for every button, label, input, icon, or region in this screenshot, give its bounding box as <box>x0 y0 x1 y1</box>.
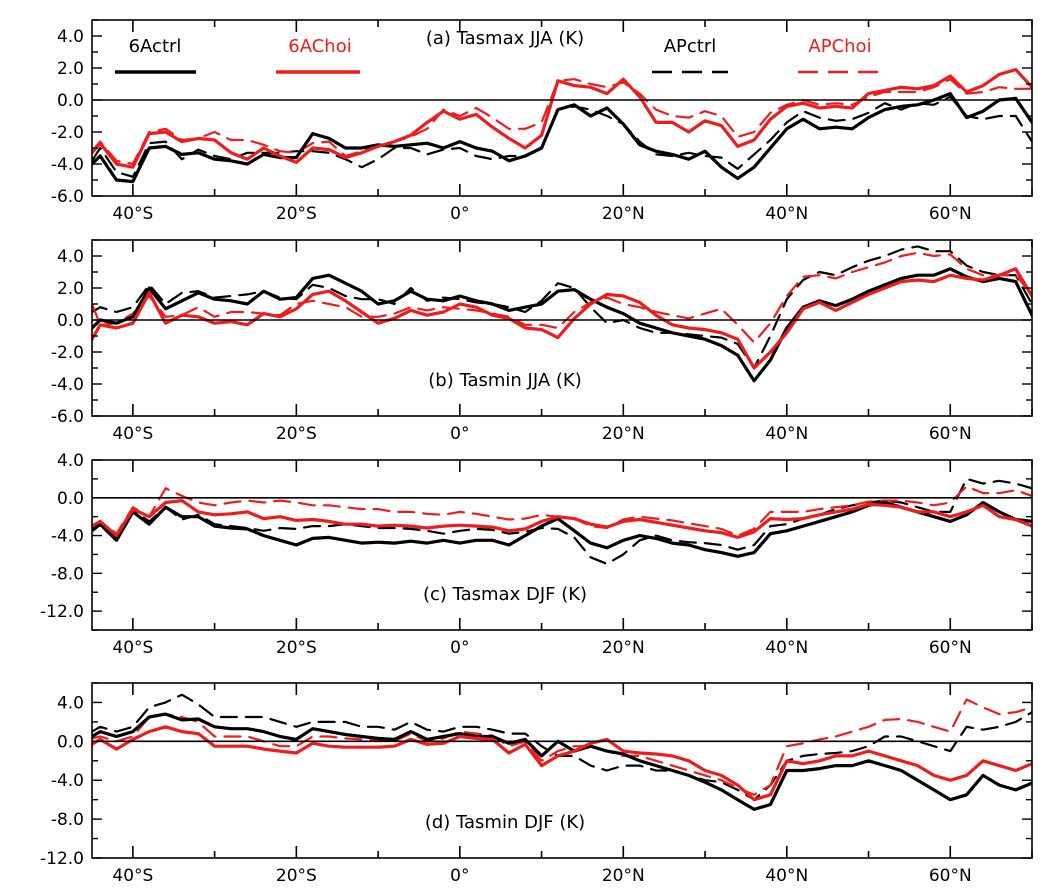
panel-title: (d) Tasmin DJF (K) <box>425 812 585 833</box>
x-tick-label: 20°N <box>602 424 645 444</box>
series-line-6AChoi <box>92 67 1032 169</box>
x-tick-label: 40°S <box>112 866 153 886</box>
y-tick-label: 4.0 <box>57 247 84 267</box>
series-line-6AChoi <box>92 499 1032 540</box>
series-line-6AChoi <box>92 725 1032 802</box>
y-tick-label: -4.0 <box>51 527 84 547</box>
y-tick-label: -8.0 <box>51 810 84 830</box>
x-tick-label: 0° <box>450 424 469 444</box>
panel-title: (c) Tasmax DJF (K) <box>423 584 587 605</box>
x-tick-label: 20°N <box>602 204 645 224</box>
y-tick-label: -6.0 <box>51 407 84 427</box>
x-tick-label: 40°S <box>112 424 153 444</box>
series-line-APChoi <box>92 698 1032 796</box>
y-tick-label: -4.0 <box>51 771 84 791</box>
y-tick-label: 4.0 <box>57 451 84 471</box>
x-tick-label: 0° <box>450 638 469 658</box>
x-tick-label: 40°N <box>765 638 808 658</box>
series-group <box>92 245 1032 383</box>
x-tick-label: 40°N <box>765 424 808 444</box>
series-group <box>92 477 1032 566</box>
y-tick-label: 4.0 <box>57 693 84 713</box>
y-tick-label: -4.0 <box>51 375 84 395</box>
y-tick-label: -4.0 <box>51 155 84 175</box>
series-line-6AChoi <box>92 267 1032 370</box>
panel-c: -12.0 -8.0 -4.0 0.0 4.0 40°S 20°S 0° 20°N 40°N 60°… <box>40 451 1033 658</box>
y-tick-label: 2.0 <box>57 279 84 299</box>
y-tick-label: 0.0 <box>57 489 84 509</box>
legend-label: 6Actrl <box>129 36 182 57</box>
x-tick-label: 60°N <box>929 638 972 658</box>
plot-frame <box>91 459 1033 631</box>
x-tick-label: 20°S <box>276 424 317 444</box>
y-tick-label: -8.0 <box>51 564 84 584</box>
legend-label: 6AChoi <box>288 36 351 57</box>
x-tick-label: 20°S <box>276 866 317 886</box>
y-tick-label: -12.0 <box>40 602 84 622</box>
y-tick-label: -2.0 <box>51 123 84 143</box>
panel-title: (a) Tasmax JJA (K) <box>426 28 584 49</box>
panel-d: -12.0 -8.0 -4.0 0.0 4.0 40°S 20°S 0° 20°N 40°N 60°… <box>40 682 1033 886</box>
plot-frame <box>91 239 1033 417</box>
series-line-APctrl <box>92 245 1032 370</box>
x-tick-label: 40°S <box>112 204 153 224</box>
x-tick-label: 60°N <box>929 866 972 886</box>
y-tick-label: 0.0 <box>57 91 84 111</box>
panel-a: -6.0 -4.0 -2.0 0.0 2.0 4.0 40°S 20°S 0° 20°N 40°N 6… <box>51 19 1033 224</box>
x-tick-label: 40°N <box>765 866 808 886</box>
series-line-6Actrl <box>92 91 1032 184</box>
y-tick-label: -12.0 <box>40 849 84 869</box>
x-tick-label: 20°S <box>276 638 317 658</box>
legend-label: APctrl <box>664 36 717 57</box>
legend-label: APChoi <box>808 36 871 57</box>
x-tick-label: 60°N <box>929 204 972 224</box>
y-tick-label: -2.0 <box>51 343 84 363</box>
x-tick-label: 20°N <box>602 638 645 658</box>
y-tick-label: 0.0 <box>57 311 84 331</box>
legend-item-6Actrl: 6Actrl <box>115 36 196 74</box>
legend-group: 6Actrl 6AChoi APctrl APChoi <box>115 36 882 74</box>
x-tick-label: 20°N <box>602 866 645 886</box>
series-line-6Actrl <box>92 267 1032 383</box>
y-tick-label: -6.0 <box>51 187 84 207</box>
y-tick-label: 4.0 <box>57 27 84 47</box>
x-tick-label: 20°S <box>276 204 317 224</box>
series-line-APChoi <box>92 78 1032 166</box>
legend-item-APChoi: APChoi <box>798 36 882 74</box>
plot-frame <box>91 682 1033 859</box>
x-tick-label: 40°N <box>765 204 808 224</box>
x-tick-label: 60°N <box>929 424 972 444</box>
y-tick-label: 2.0 <box>57 59 84 79</box>
panels-group: -6.0 -4.0 -2.0 0.0 2.0 4.0 40°S 20°S 0° 20°N 40°N 6… <box>40 19 1033 886</box>
series-group <box>92 67 1032 184</box>
plot-frame <box>91 19 1033 197</box>
series-line-APChoi <box>92 251 1032 344</box>
legend-item-6AChoi: 6AChoi <box>276 36 360 74</box>
legend-item-APctrl: APctrl <box>652 36 728 74</box>
y-tick-label: 0.0 <box>57 732 84 752</box>
x-tick-label: 40°S <box>112 638 153 658</box>
x-tick-label: 0° <box>450 204 469 224</box>
x-tick-label: 0° <box>450 866 469 886</box>
panel-title: (b) Tasmin JJA (K) <box>428 370 581 391</box>
panel-b: -6.0 -4.0 -2.0 0.0 2.0 4.0 40°S 20°S 0° 20°N 40°N 6… <box>51 239 1033 444</box>
